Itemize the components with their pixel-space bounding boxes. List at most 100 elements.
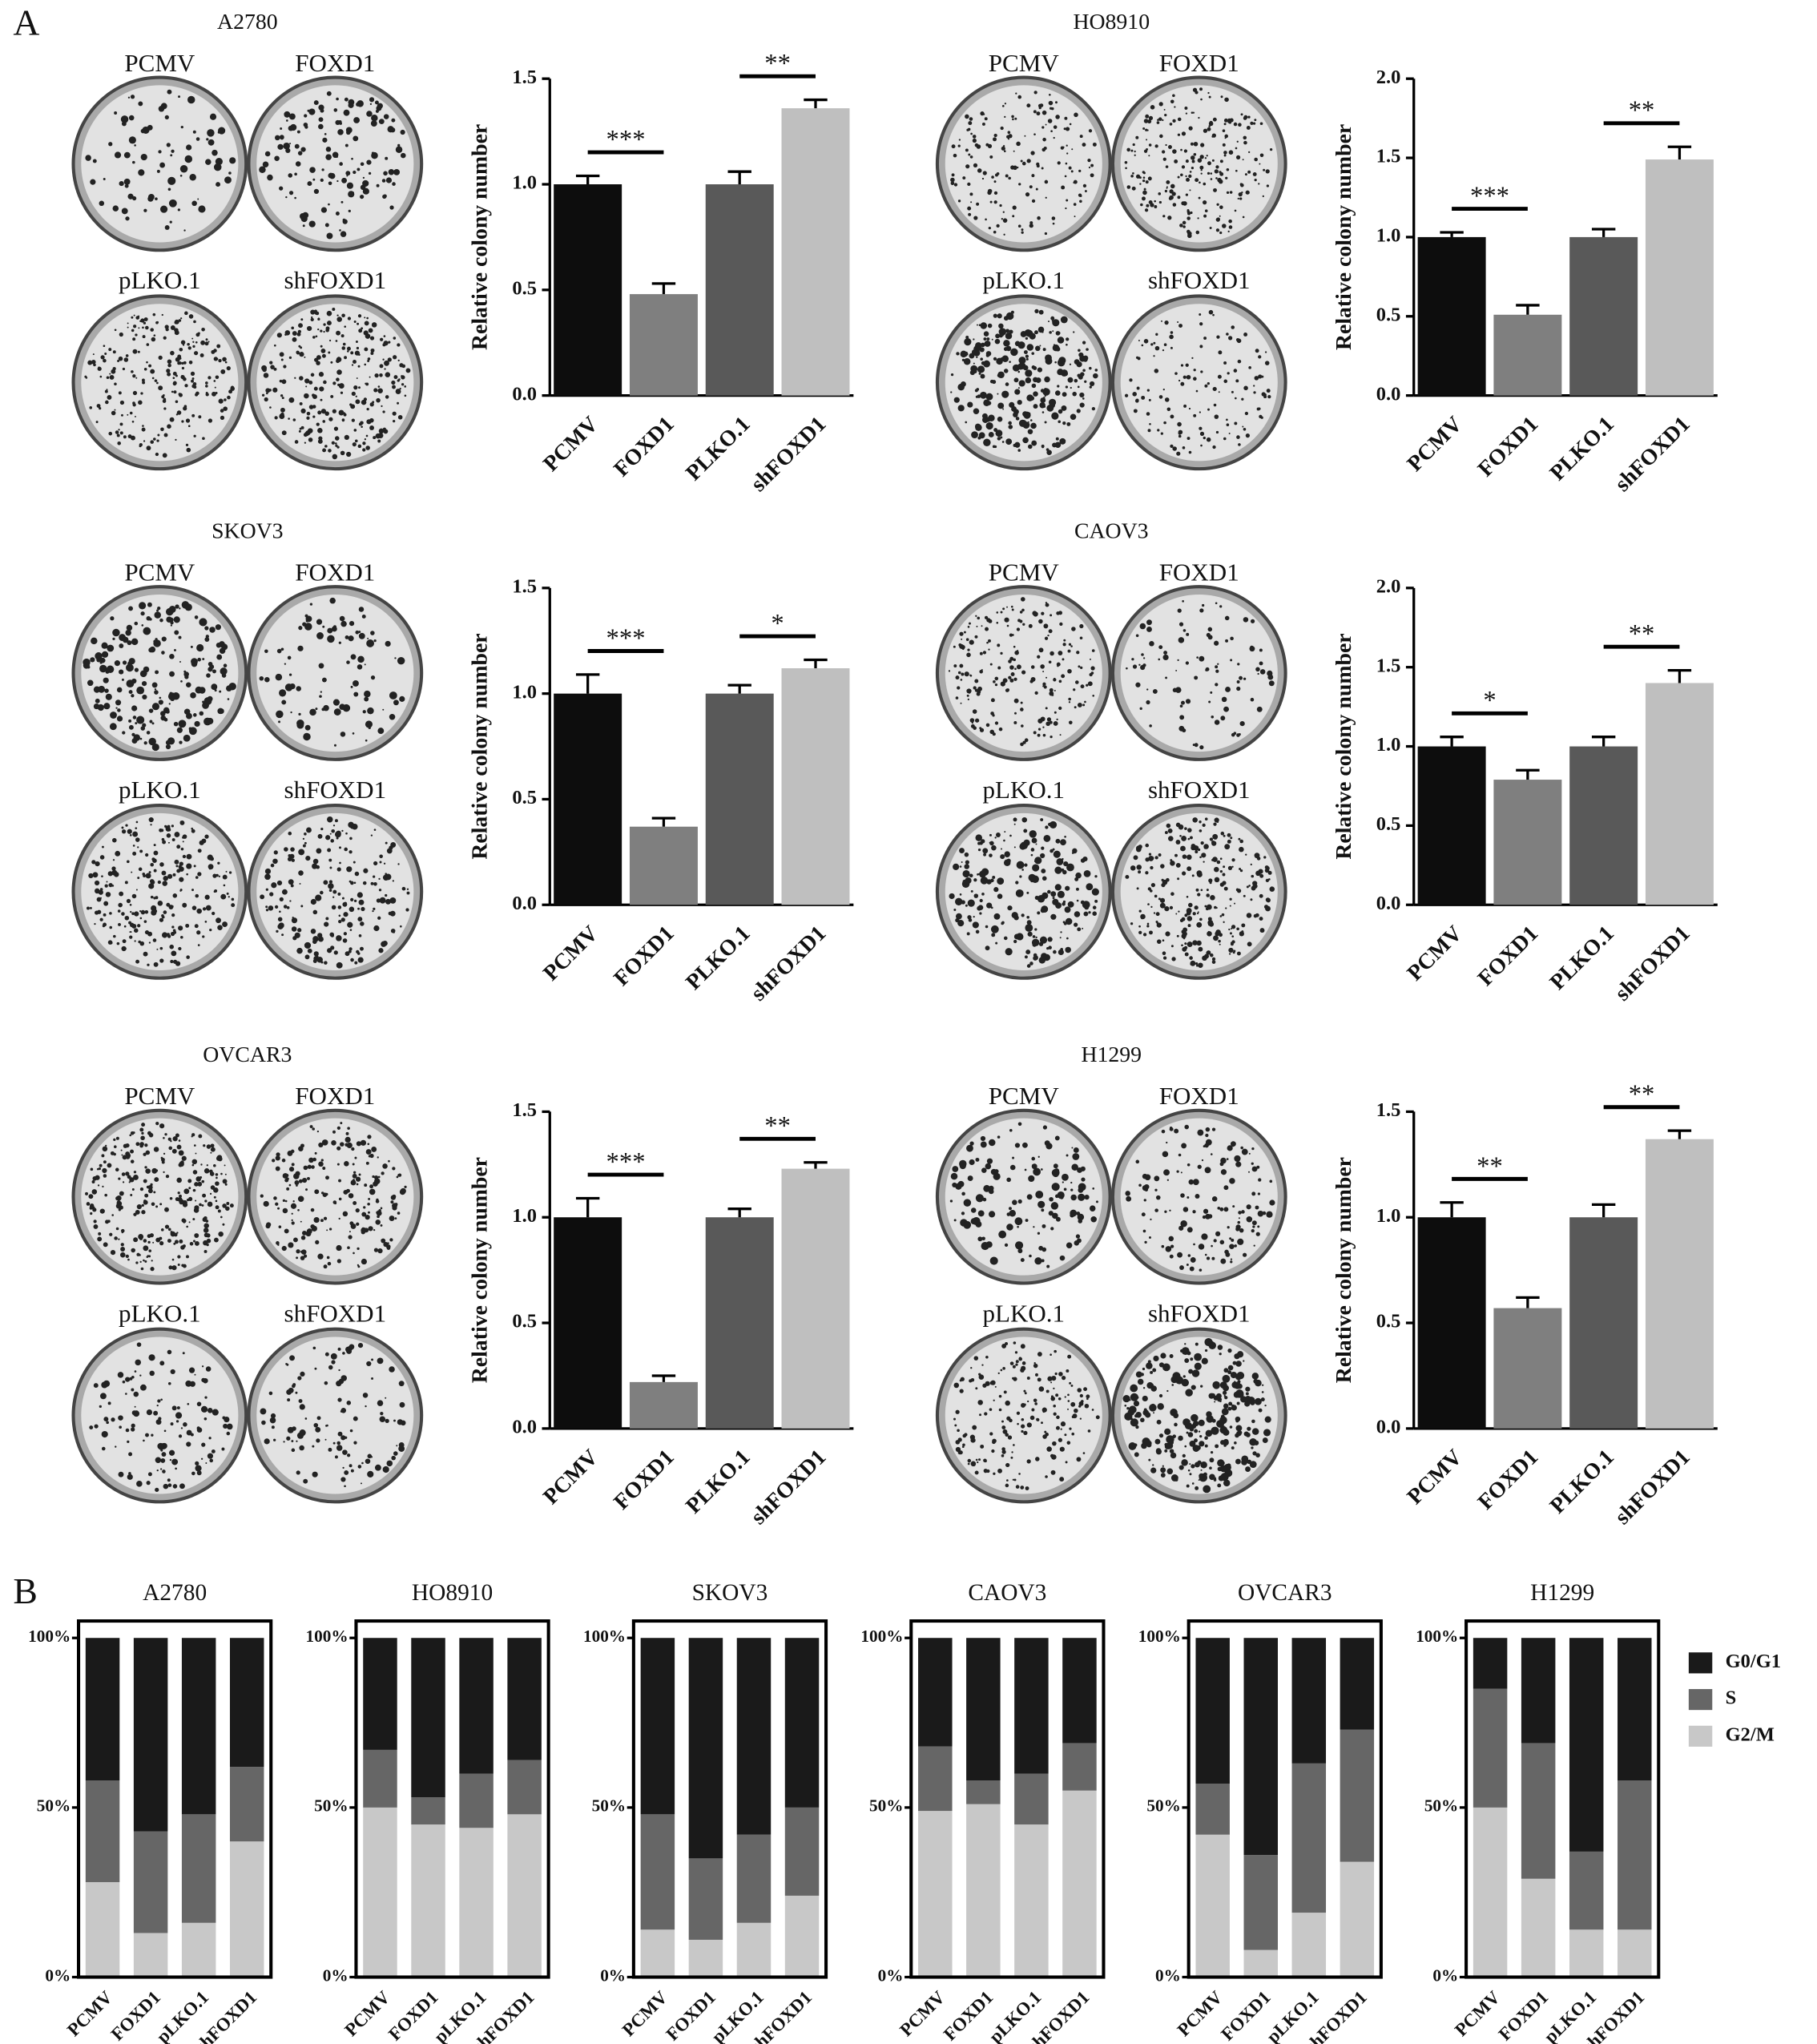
colony bbox=[129, 922, 135, 928]
colony bbox=[980, 1135, 986, 1142]
colony bbox=[1251, 1428, 1259, 1435]
colony bbox=[1158, 117, 1162, 121]
colony bbox=[309, 1125, 313, 1129]
colony bbox=[993, 428, 998, 433]
colony bbox=[192, 341, 195, 343]
colony bbox=[1229, 1425, 1233, 1429]
colony bbox=[1003, 1390, 1007, 1394]
colony bbox=[188, 1367, 195, 1373]
colony bbox=[1211, 957, 1216, 962]
colony bbox=[260, 1194, 264, 1198]
colony bbox=[1082, 341, 1086, 345]
colony bbox=[1132, 143, 1135, 147]
colony bbox=[363, 1206, 366, 1209]
colony bbox=[1037, 1155, 1040, 1158]
colony bbox=[1059, 622, 1063, 627]
colony bbox=[1021, 670, 1026, 675]
colony bbox=[1186, 632, 1190, 636]
colony bbox=[997, 1135, 1001, 1139]
colony bbox=[1238, 1217, 1240, 1220]
colony bbox=[353, 170, 357, 175]
colony bbox=[385, 898, 391, 905]
colony bbox=[1020, 708, 1024, 712]
colony bbox=[967, 1175, 973, 1182]
colony bbox=[1156, 939, 1162, 944]
colony bbox=[1184, 1445, 1187, 1448]
colony bbox=[116, 433, 120, 437]
colony bbox=[971, 349, 978, 356]
bar bbox=[781, 108, 850, 396]
colony bbox=[104, 884, 108, 888]
colony bbox=[1006, 1177, 1011, 1183]
colony bbox=[191, 379, 194, 383]
colony bbox=[1050, 651, 1054, 656]
colony bbox=[100, 855, 104, 859]
colony bbox=[111, 1417, 115, 1422]
colony bbox=[265, 1224, 271, 1229]
colony bbox=[1031, 174, 1035, 178]
colony bbox=[350, 351, 354, 355]
colony bbox=[369, 336, 375, 341]
colony bbox=[338, 914, 341, 917]
colony bbox=[196, 643, 204, 652]
colony bbox=[955, 913, 962, 920]
colony bbox=[982, 113, 985, 115]
colony bbox=[1246, 1216, 1253, 1223]
colony bbox=[368, 726, 371, 729]
colony bbox=[203, 1228, 209, 1233]
colony bbox=[1248, 151, 1251, 154]
colony bbox=[370, 834, 373, 837]
colony bbox=[1242, 159, 1244, 161]
colony bbox=[1045, 196, 1047, 199]
colony bbox=[99, 1163, 103, 1167]
colony bbox=[1046, 404, 1054, 412]
y-tick-label: 100% bbox=[306, 1627, 348, 1646]
colony bbox=[1215, 165, 1219, 169]
colony bbox=[980, 357, 983, 361]
y-tick-label: 1.5 bbox=[512, 575, 537, 597]
colony bbox=[1191, 111, 1194, 114]
colony bbox=[1013, 150, 1015, 152]
bar bbox=[1493, 314, 1562, 396]
colony bbox=[1044, 179, 1049, 184]
colony bbox=[332, 896, 335, 898]
colony bbox=[348, 880, 352, 883]
colony bbox=[1235, 1224, 1241, 1230]
colony bbox=[1192, 940, 1198, 945]
colony bbox=[1243, 677, 1247, 680]
colony bbox=[167, 89, 172, 95]
colony bbox=[340, 1435, 346, 1441]
colony bbox=[1181, 1143, 1187, 1149]
colony bbox=[353, 680, 359, 687]
colony bbox=[988, 432, 994, 437]
colony bbox=[1193, 369, 1196, 372]
colony bbox=[318, 1142, 324, 1148]
colony bbox=[1166, 1389, 1169, 1393]
colony bbox=[1053, 721, 1058, 726]
colony bbox=[1012, 118, 1014, 121]
colony bbox=[1176, 1170, 1179, 1173]
colony bbox=[364, 316, 366, 319]
colony bbox=[1212, 445, 1216, 450]
colony bbox=[340, 200, 344, 204]
colony bbox=[1154, 1175, 1160, 1182]
colony bbox=[970, 1207, 977, 1213]
colony bbox=[115, 1203, 122, 1209]
colony bbox=[176, 410, 182, 415]
colony bbox=[292, 1383, 296, 1387]
colony bbox=[374, 1464, 381, 1471]
colony bbox=[105, 1220, 109, 1224]
colony bbox=[102, 1185, 104, 1188]
colony bbox=[134, 1405, 136, 1408]
colony bbox=[300, 147, 306, 152]
colony bbox=[295, 1391, 298, 1394]
colony bbox=[336, 1441, 341, 1445]
colony bbox=[1041, 1224, 1046, 1228]
colony bbox=[209, 113, 217, 120]
colony bbox=[348, 635, 354, 642]
bar bbox=[705, 1217, 774, 1429]
colony bbox=[217, 925, 223, 930]
colony bbox=[967, 1462, 970, 1465]
colony bbox=[118, 356, 123, 361]
colony bbox=[1154, 369, 1159, 373]
